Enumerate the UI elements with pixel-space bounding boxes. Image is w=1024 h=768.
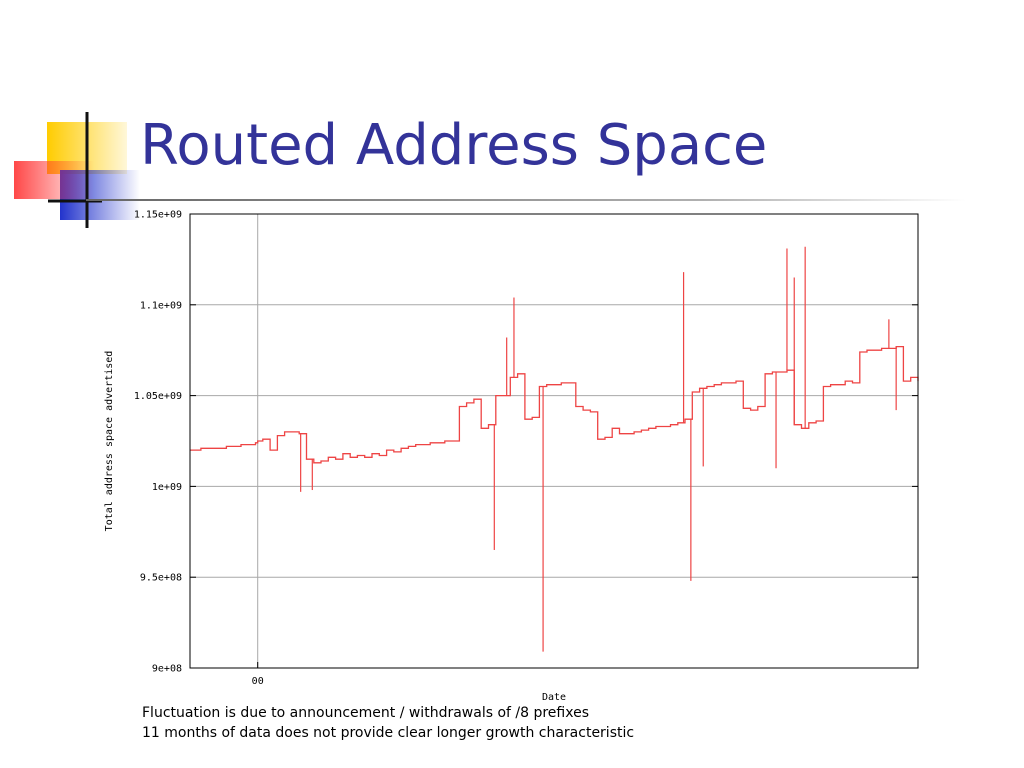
series-line [190,345,919,464]
caption-line-2: 11 months of data does not provide clear… [142,725,635,741]
grid-layer [190,213,918,669]
slide-title: Routed Address Space [140,113,768,178]
address-space-chart: 9e+08 9.5e+08 1e+09 1.05e+09 1.1e+09 1.15e+09… [104,210,919,703]
title-rule [86,199,966,201]
y-tick-label: 1e+09 [152,482,182,493]
series-layer [190,246,919,652]
y-tick-label: 1.05e+09 [134,391,182,402]
tick-layer: 9e+08 9.5e+08 1e+09 1.05e+09 1.1e+09 1.15e+09… [134,210,918,687]
y-tick-label: 9.5e+08 [140,573,182,584]
plot-frame [189,213,919,669]
y-tick-label: 9e+08 [152,664,182,675]
caption: Fluctuation is due to announcement / wit… [142,703,634,743]
caption-line-1: Fluctuation is due to announcement / wit… [142,705,589,721]
corner-decoration [14,112,140,228]
y-axis-label: Total address space advertised [104,351,115,532]
red-square [14,161,94,199]
x-axis-label: Date [542,692,566,703]
x-tick-label: 00 [252,676,264,687]
y-tick-label: 1.15e+09 [134,210,182,221]
y-tick-label: 1.1e+09 [140,300,182,311]
